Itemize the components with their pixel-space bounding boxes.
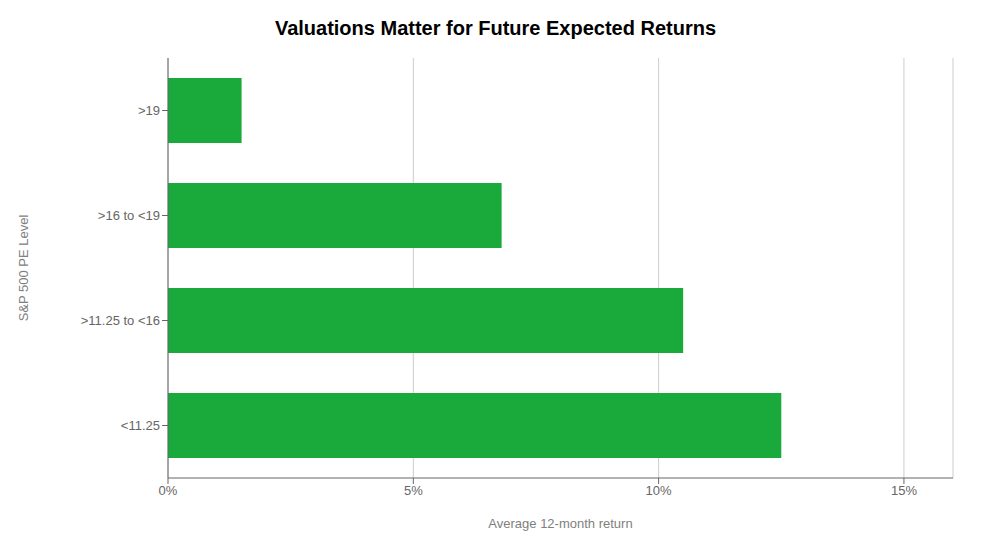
- svg-text:>19: >19: [138, 103, 160, 118]
- svg-text:0%: 0%: [159, 483, 178, 498]
- html-text:Valuations Matter for Future E: Valuations Matter for Future Expected Re…: [274, 17, 717, 39]
- svg-text:Average 12-month return: Average 12-month return: [488, 516, 632, 531]
- svg-text:5%: 5%: [404, 483, 423, 498]
- svg-text:S&P 500 PE Level: S&P 500 PE Level: [16, 215, 31, 322]
- svg-text:10%: 10%: [646, 483, 672, 498]
- svg-text:15%: 15%: [891, 483, 917, 498]
- svg-text:>11.25 to <16: >11.25 to <16: [81, 313, 160, 328]
- svg-text:<11.25: <11.25: [121, 418, 160, 433]
- svg-text:>16 to <19: >16 to <19: [98, 208, 160, 223]
